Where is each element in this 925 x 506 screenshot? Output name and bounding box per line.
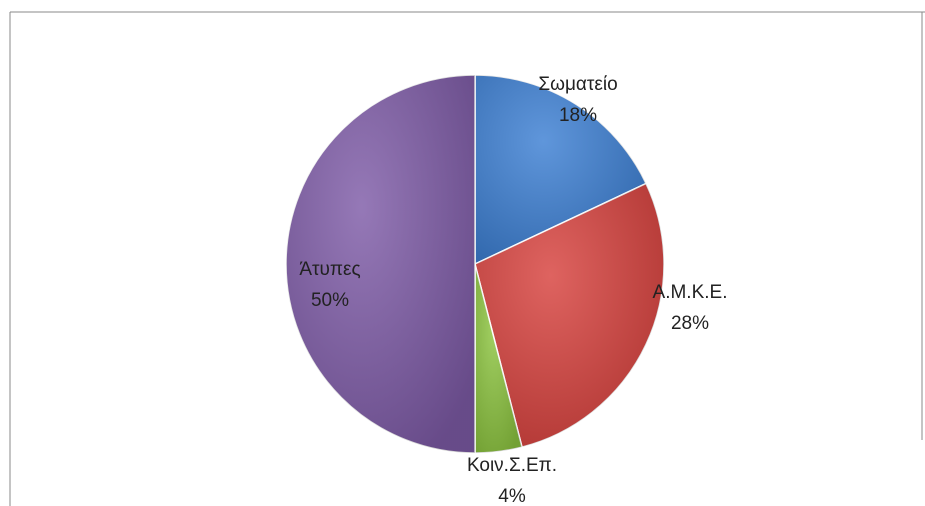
slice-label: Άτυπες bbox=[299, 259, 360, 280]
slice-label: Σωματείο bbox=[538, 74, 617, 95]
slice-label: Α.Μ.Κ.Ε. bbox=[653, 282, 728, 303]
slice-value-label: 50% bbox=[311, 290, 349, 311]
slice-value-label: 4% bbox=[498, 486, 526, 506]
slice-value-label: 28% bbox=[671, 313, 709, 334]
slice-value-label: 18% bbox=[559, 105, 597, 126]
slice-label: Κοιν.Σ.Επ. bbox=[467, 455, 557, 476]
